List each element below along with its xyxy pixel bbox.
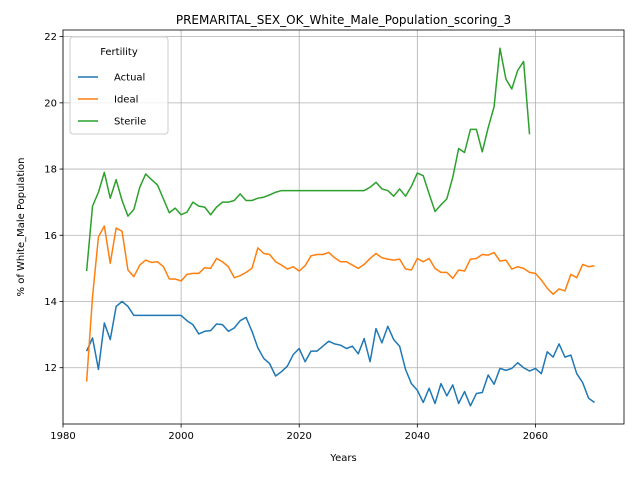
y-tick-label: 20: [44, 98, 57, 109]
plot-frame: [62, 29, 625, 425]
chart-title: PREMARITAL_SEX_OK_White_Male_Population_…: [176, 13, 511, 27]
series-line-ideal: [85, 225, 595, 382]
series-lines: [85, 47, 595, 407]
series-line-actual: [85, 300, 595, 407]
x-axis: 1980 2000 2020 2040 2060: [50, 424, 548, 442]
y-axis: 12 14 16 18 20 22: [44, 32, 63, 374]
y-tick-label: 22: [44, 32, 57, 43]
legend-entry-ideal: Ideal: [114, 95, 138, 106]
legend-entry-sterile: Sterile: [114, 117, 146, 128]
x-tick-label: 2040: [405, 431, 430, 442]
x-tick-label: 2000: [168, 431, 193, 442]
legend: Fertility Actual Ideal Sterile: [69, 36, 169, 135]
x-tick-label: 2020: [286, 431, 311, 442]
y-tick-label: 12: [44, 363, 57, 374]
legend-title: Fertility: [100, 47, 138, 58]
legend-box: [69, 36, 169, 135]
x-tick-label: 2060: [523, 431, 548, 442]
x-axis-label: Years: [329, 453, 356, 464]
series-line-sterile: [85, 47, 531, 272]
y-tick-label: 16: [44, 231, 57, 242]
y-tick-label: 18: [44, 165, 57, 176]
y-tick-label: 14: [44, 297, 57, 308]
x-tick-label: 1980: [50, 431, 75, 442]
y-axis-label: % of White_Male Population: [16, 158, 27, 297]
legend-entry-actual: Actual: [114, 73, 145, 84]
